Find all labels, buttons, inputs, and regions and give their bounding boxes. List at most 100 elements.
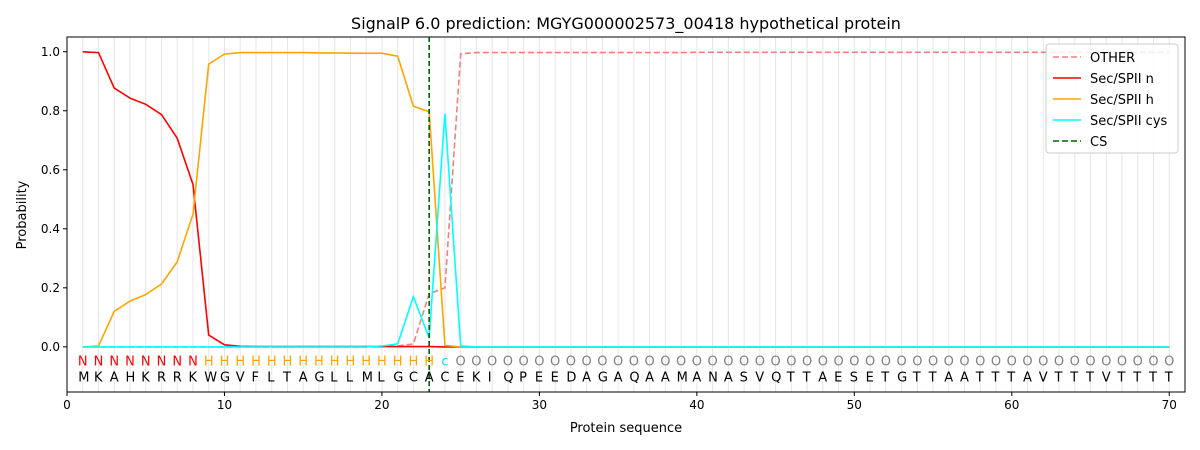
y-tick-label: 0.0 xyxy=(41,340,60,354)
x-tick-label: 10 xyxy=(217,398,232,412)
region-label: H xyxy=(330,355,340,370)
region-label: O xyxy=(928,355,938,370)
legend-label: Sec/SPII n xyxy=(1090,72,1154,87)
region-label: H xyxy=(298,355,308,370)
y-tick-label: 0.4 xyxy=(41,222,60,236)
x-tick-label: 20 xyxy=(374,398,389,412)
region-label: H xyxy=(267,355,277,370)
region-label: O xyxy=(1007,355,1017,370)
region-label: O xyxy=(975,355,985,370)
region-label: O xyxy=(487,355,497,370)
region-label: O xyxy=(1085,355,1095,370)
x-axis-label: Protein sequence xyxy=(570,421,682,436)
region-label: O xyxy=(959,355,969,370)
region-label: O xyxy=(991,355,1001,370)
region-label: O xyxy=(707,355,717,370)
region-label: O xyxy=(1070,355,1080,370)
region-label: H xyxy=(424,355,434,370)
region-label: O xyxy=(865,355,875,370)
protein-sequence: MKAHKRRKWGVFLTAGLLMLGCACEKIQPEEDAGAQAAMA… xyxy=(78,370,1173,385)
region-label: H xyxy=(220,355,230,370)
grid xyxy=(82,37,1170,392)
y-tick-label: 0.6 xyxy=(41,163,60,177)
series-line-sec-spii-n xyxy=(82,51,1170,348)
region-label: O xyxy=(1164,355,1174,370)
region-label: O xyxy=(818,355,828,370)
region-label: H xyxy=(346,355,356,370)
region-label: N xyxy=(125,355,135,370)
region-label: H xyxy=(235,355,245,370)
region-label: O xyxy=(1022,355,1032,370)
region-label: O xyxy=(660,355,670,370)
region-label: c xyxy=(441,355,448,370)
region-label: O xyxy=(1101,355,1111,370)
legend-label: CS xyxy=(1090,135,1107,150)
x-tick-label: 70 xyxy=(1162,398,1177,412)
chart-title: SignalP 6.0 prediction: MGYG000002573_00… xyxy=(351,14,901,34)
region-label: N xyxy=(94,355,104,370)
region-label: O xyxy=(849,355,859,370)
region-label: O xyxy=(645,355,655,370)
plot-frame xyxy=(66,36,1186,393)
region-label: O xyxy=(912,355,922,370)
sequence-track: MKAHKRRKWGVFLTAGLLMLGCACEKIQPEEDAGAQAAMA… xyxy=(78,355,1174,386)
y-axis-label: Probability xyxy=(15,180,30,249)
region-label: O xyxy=(629,355,639,370)
region-label: O xyxy=(597,355,607,370)
region-label: H xyxy=(314,355,324,370)
y-tick-label: 1.0 xyxy=(41,45,60,59)
region-label: O xyxy=(833,355,843,370)
region-label: O xyxy=(550,355,560,370)
region-label: H xyxy=(377,355,387,370)
region-label: H xyxy=(393,355,403,370)
region-label: O xyxy=(692,355,702,370)
series-line-other xyxy=(82,51,1170,348)
region-label: O xyxy=(534,355,544,370)
region-label: O xyxy=(944,355,954,370)
region-label: O xyxy=(1148,355,1158,370)
region-label: O xyxy=(723,355,733,370)
region-label: O xyxy=(471,355,481,370)
region-label: O xyxy=(566,355,576,370)
region-label: O xyxy=(582,355,592,370)
region-label: O xyxy=(1054,355,1064,370)
region-label: O xyxy=(770,355,780,370)
region-label: H xyxy=(251,355,261,370)
region-label: H xyxy=(361,355,371,370)
legend-label: OTHER xyxy=(1090,51,1135,66)
x-tick-label: 30 xyxy=(532,398,547,412)
legend-box xyxy=(1045,43,1179,154)
y-tick-label: 0.2 xyxy=(41,281,60,295)
legend-label: Sec/SPII cys xyxy=(1090,114,1168,129)
region-label: O xyxy=(456,355,466,370)
region-label: O xyxy=(1117,355,1127,370)
series-line-sec-spii-h xyxy=(82,51,1170,348)
region-label: N xyxy=(157,355,167,370)
legend-label: Sec/SPII h xyxy=(1090,93,1154,108)
region-label: O xyxy=(739,355,749,370)
region-label: H xyxy=(204,355,214,370)
region-label: O xyxy=(881,355,891,370)
x-tick-label: 50 xyxy=(847,398,862,412)
series-lines xyxy=(82,37,1170,392)
region-label: N xyxy=(172,355,182,370)
region-label: O xyxy=(896,355,906,370)
region-label: O xyxy=(786,355,796,370)
x-tick-label: 40 xyxy=(689,398,704,412)
region-label: O xyxy=(1133,355,1143,370)
region-label: O xyxy=(755,355,765,370)
region-label: H xyxy=(409,355,419,370)
x-tick-label: 0 xyxy=(63,398,71,412)
region-label: N xyxy=(78,355,88,370)
y-tick-label: 0.8 xyxy=(41,104,60,118)
region-label: N xyxy=(141,355,151,370)
region-label: O xyxy=(676,355,686,370)
region-label: O xyxy=(503,355,513,370)
axis-ticks: 0 10 20 30 40 50 60 70 0.0 0.2 0.4 0.6 0.8 1.0 xyxy=(41,45,1177,412)
region-label: O xyxy=(519,355,529,370)
region-label: N xyxy=(188,355,198,370)
x-tick-label: 60 xyxy=(1004,398,1019,412)
series-line-sec-spii-cys xyxy=(82,113,1170,348)
region-label: H xyxy=(283,355,293,370)
